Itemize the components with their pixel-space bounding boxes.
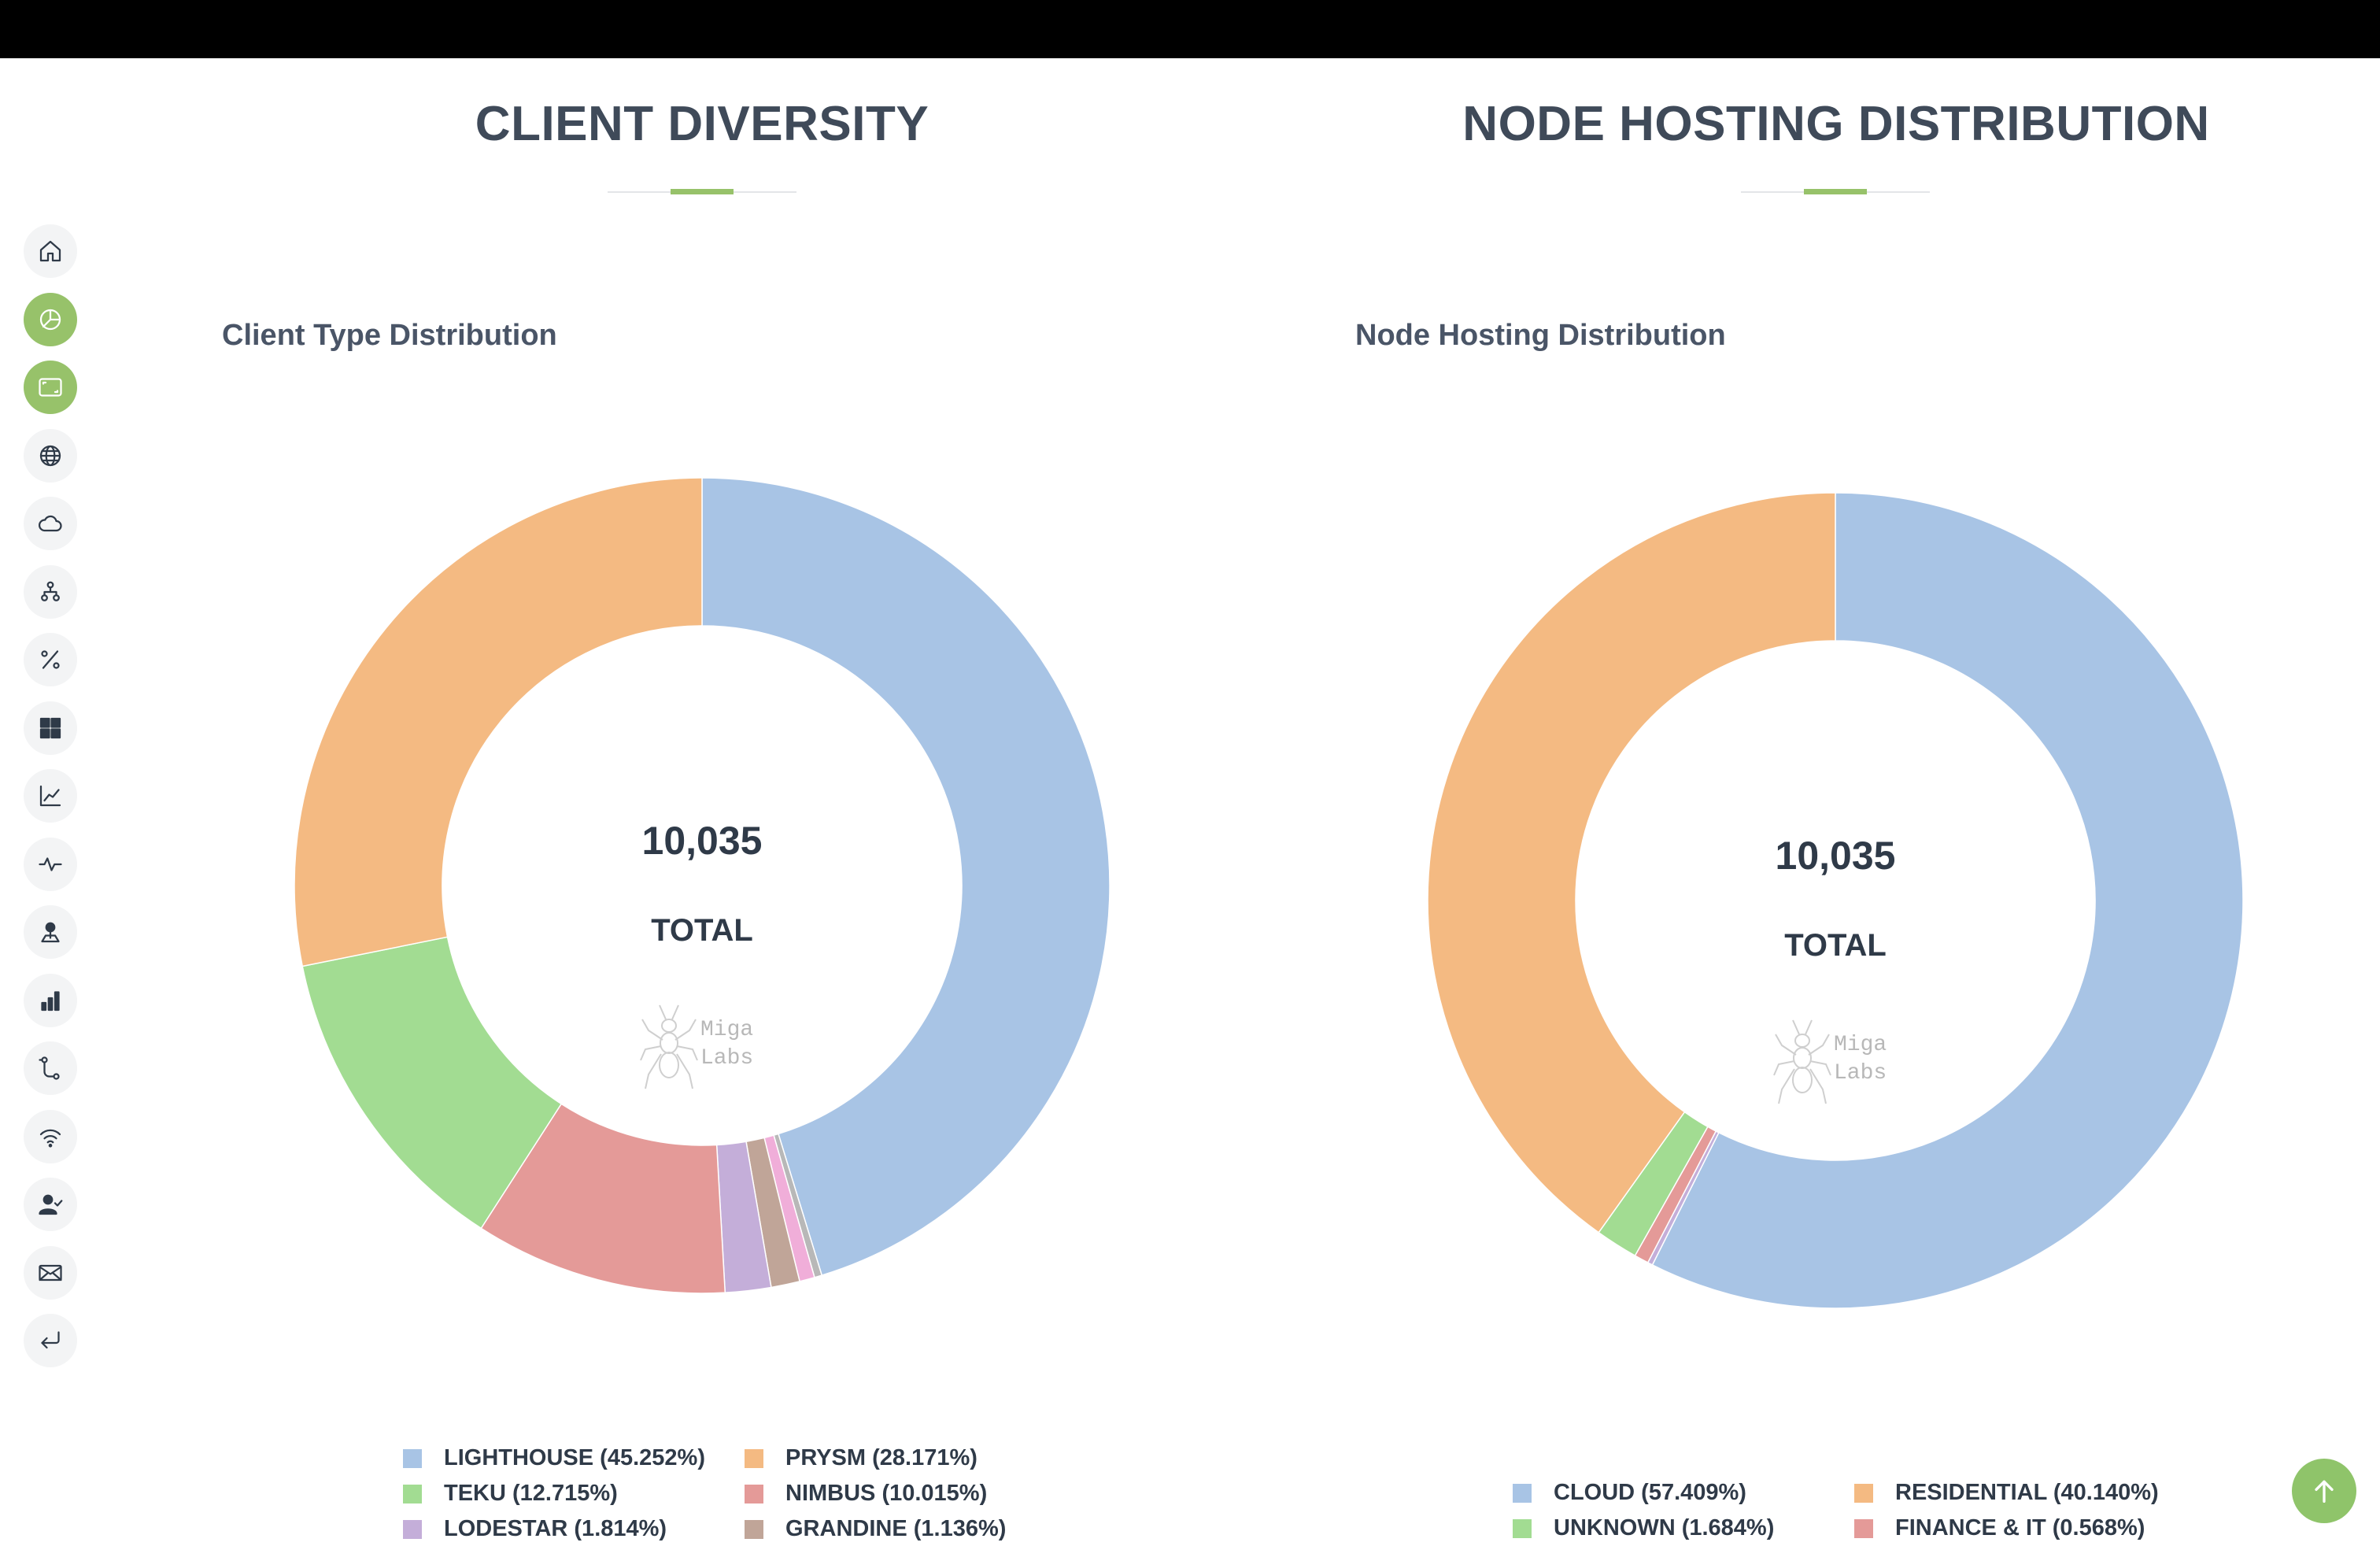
sidebar-item-pie[interactable] <box>24 292 77 346</box>
legend-item[interactable]: GRANDINE (1.136%) <box>745 1516 1006 1542</box>
sidebar-item-mail[interactable] <box>24 1245 77 1300</box>
legend-swatch <box>1513 1483 1532 1503</box>
legend-item[interactable]: CLOUD (57.409%) <box>1513 1480 1746 1506</box>
legend-item[interactable]: PRYSM (28.171%) <box>745 1445 978 1471</box>
migalabs-watermark-logo <box>1773 1019 1831 1104</box>
grid-icon <box>39 717 61 738</box>
center-total-value: 10,035 <box>1776 834 1896 878</box>
screen-icon <box>39 378 62 397</box>
donut-slice-0-1[interactable] <box>294 477 703 967</box>
sidebar-item-pin[interactable] <box>24 905 77 959</box>
sidebar-item-home[interactable] <box>24 224 77 278</box>
watermark-text-line2: Labs <box>1834 1061 1887 1086</box>
legend-label: NIMBUS (10.015%) <box>785 1481 988 1506</box>
sidebar-item-pulse[interactable] <box>24 837 77 891</box>
network-icon <box>41 581 60 601</box>
sidebar-item-screen[interactable] <box>24 361 77 414</box>
sidebar-item-bars[interactable] <box>24 973 77 1027</box>
arrow-up-icon <box>2315 1480 2334 1503</box>
legend-label: GRANDINE (1.136%) <box>785 1516 1007 1541</box>
donut-slice-1-1[interactable] <box>1427 492 1836 1233</box>
legend-item[interactable]: NIMBUS (10.015%) <box>745 1481 987 1507</box>
map-pin-icon <box>41 922 60 943</box>
mail-icon <box>39 1264 62 1281</box>
legend-swatch <box>403 1519 422 1539</box>
legend-swatch <box>403 1484 422 1503</box>
sidebar-item-route[interactable] <box>24 1041 77 1095</box>
legend-label: FINANCE & IT (0.568%) <box>1895 1515 2145 1540</box>
sidebar-item-line[interactable] <box>24 769 77 823</box>
wifi-icon <box>39 1129 61 1148</box>
legend-label: RESIDENTIAL (40.140%) <box>1895 1480 2159 1505</box>
legend-swatch <box>745 1448 763 1468</box>
legend-label: TEKU (12.715%) <box>444 1481 618 1506</box>
legend-label: LIGHTHOUSE (45.252%) <box>444 1445 705 1470</box>
legend-swatch <box>1854 1483 1873 1503</box>
center-total-label: TOTAL <box>1784 928 1887 963</box>
sidebar-item-user[interactable] <box>24 1178 77 1231</box>
donut-slice-1-0[interactable] <box>1651 492 2244 1309</box>
legend-swatch <box>745 1484 763 1503</box>
legend-item[interactable]: LODESTAR (1.814%) <box>403 1516 667 1542</box>
legend-item[interactable]: FINANCE & IT (0.568%) <box>1854 1515 2145 1541</box>
client-legend: LIGHTHOUSE (45.252%) PRYSM (28.171%) TEKU … <box>403 1445 1111 1546</box>
watermark-text-line1: Miga <box>700 1018 753 1042</box>
legend-label: UNKNOWN (1.684%) <box>1554 1515 1775 1540</box>
client-chart-title: Client Type Distribution <box>222 319 557 352</box>
line-chart-icon <box>39 785 61 807</box>
hosting-title-underline <box>1741 189 1930 195</box>
center-total-label: TOTAL <box>651 913 753 948</box>
legend-swatch <box>403 1448 422 1468</box>
pie-chart-icon <box>39 309 61 330</box>
hosting-chart-title: Node Hosting Distribution <box>1355 319 1726 352</box>
legend-label: LODESTAR (1.814%) <box>444 1516 667 1541</box>
percent-icon <box>41 650 60 669</box>
home-icon <box>39 240 61 262</box>
legend-swatch <box>745 1519 763 1539</box>
legend-swatch <box>1854 1518 1873 1538</box>
migalabs-watermark-logo <box>640 1004 698 1089</box>
center-total-value: 10,035 <box>642 819 763 863</box>
node-hosting-title: NODE HOSTING DISTRIBUTION <box>1462 97 2210 151</box>
cloud-icon <box>39 515 62 532</box>
route-icon <box>39 1056 60 1080</box>
client-diversity-title: CLIENT DIVERSITY <box>475 97 929 151</box>
sidebar-item-percent[interactable] <box>24 633 77 686</box>
sidebar-item-enter[interactable] <box>24 1314 77 1367</box>
legend-item[interactable]: LIGHTHOUSE (45.252%) <box>403 1445 705 1471</box>
globe-icon <box>39 445 61 466</box>
user-check-icon <box>39 1194 63 1215</box>
legend-item[interactable]: UNKNOWN (1.684%) <box>1513 1515 1774 1541</box>
sidebar-item-grid[interactable] <box>24 701 77 755</box>
node-hosting-donut-chart: 10,035 TOTAL Miga Labs <box>1427 492 2244 1309</box>
sidebar-item-cloud[interactable] <box>24 497 77 550</box>
scroll-to-top-button[interactable] <box>2292 1459 2356 1523</box>
pulse-icon <box>39 856 62 871</box>
watermark-text-line1: Miga <box>1834 1033 1887 1057</box>
legend-swatch <box>1513 1518 1532 1538</box>
legend-label: CLOUD (57.409%) <box>1554 1480 1746 1505</box>
legend-item[interactable]: RESIDENTIAL (40.140%) <box>1854 1480 2159 1506</box>
client-title-underline <box>608 189 796 195</box>
donut-slice-0-0[interactable] <box>701 477 1111 1277</box>
legend-item[interactable]: TEKU (12.715%) <box>403 1481 618 1507</box>
bar-chart-icon <box>41 990 60 1011</box>
client-type-donut-chart: 10,035 TOTAL Miga Labs <box>294 477 1111 1294</box>
enter-icon <box>41 1331 60 1349</box>
sidebar-item-network[interactable] <box>24 564 77 619</box>
legend-label: PRYSM (28.171%) <box>785 1445 978 1470</box>
top-bar <box>0 0 2380 58</box>
sidebar-item-wifi[interactable] <box>24 1109 77 1163</box>
sidebar-item-globe[interactable] <box>24 428 77 483</box>
hosting-legend: CLOUD (57.409%) RESIDENTIAL (40.140%) UNKN… <box>1513 1480 2221 1546</box>
watermark-text-line2: Labs <box>700 1046 753 1071</box>
